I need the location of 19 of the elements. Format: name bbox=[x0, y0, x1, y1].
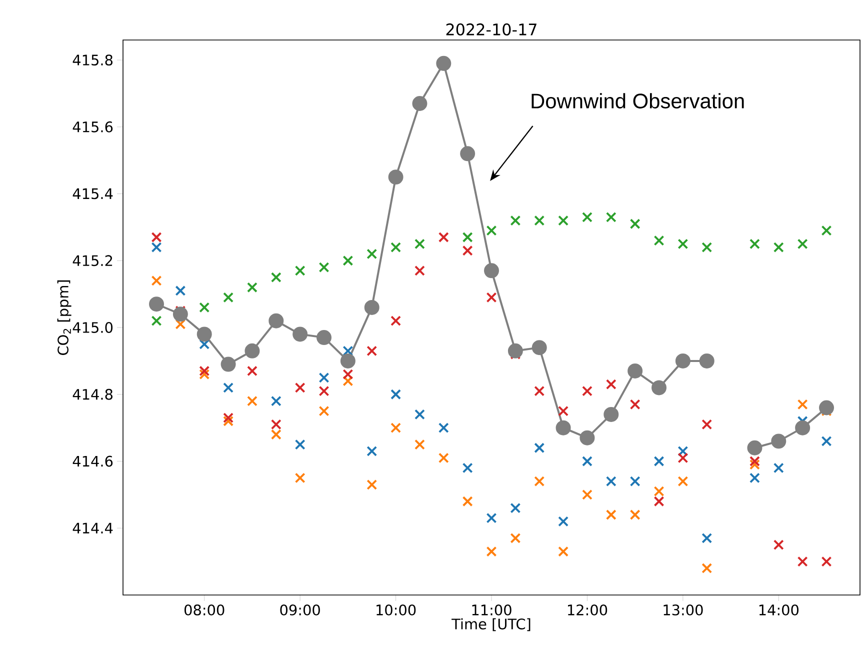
y-tick-label: 415.4 bbox=[72, 188, 113, 200]
y-tick-label: 415.8 bbox=[72, 54, 112, 66]
x-tick-label: 09:00 bbox=[280, 604, 320, 616]
x-tick-label: 08:00 bbox=[184, 604, 224, 616]
x-tick-label: 12:00 bbox=[568, 604, 608, 616]
x-tick-label: 14:00 bbox=[759, 604, 798, 616]
y-tick-label: 414.8 bbox=[72, 388, 112, 400]
annotation: Downwind Observation bbox=[532, 93, 744, 108]
y-tick-label: 415.0 bbox=[72, 322, 113, 333]
chart-title: 2022-10-17 bbox=[446, 23, 536, 36]
y-axis-title: CO$_{2}$ [ppm] bbox=[57, 280, 72, 356]
x-tick-label: 11:00 bbox=[472, 604, 512, 616]
y-tick-label: 415.2 bbox=[72, 255, 112, 266]
y-tick-label: 414.4 bbox=[72, 522, 113, 534]
x-tick-label: 13:00 bbox=[664, 604, 703, 616]
x-axis-title: Time [UTC] bbox=[452, 618, 530, 632]
y-tick-label: 414.6 bbox=[72, 456, 113, 467]
x-tick-label: 10:00 bbox=[376, 604, 416, 616]
y-tick-label: 415.6 bbox=[72, 121, 113, 132]
